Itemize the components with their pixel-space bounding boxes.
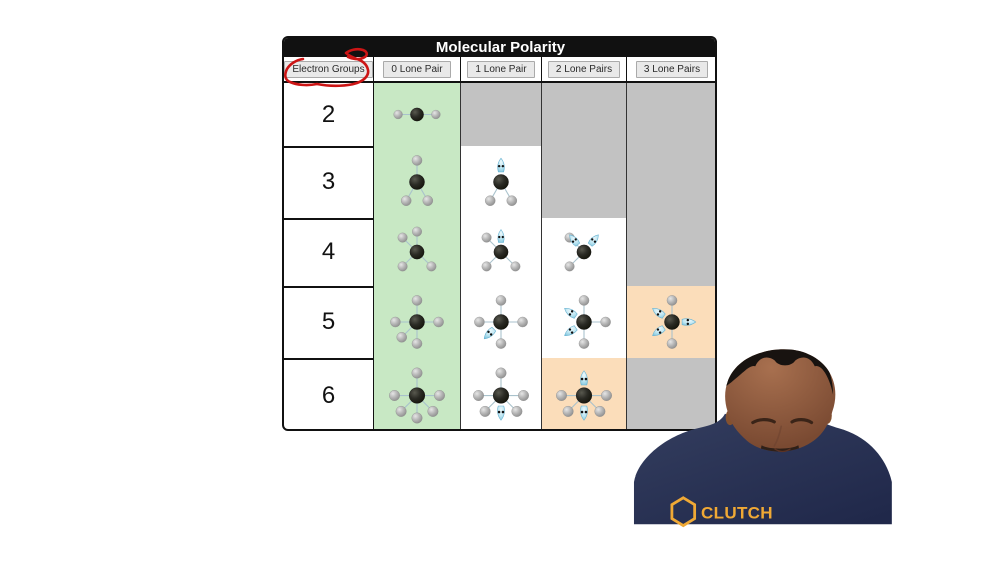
svg-text:CLUTCH: CLUTCH — [701, 504, 773, 523]
